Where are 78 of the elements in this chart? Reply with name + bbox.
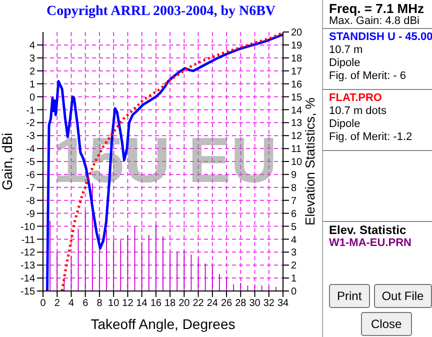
y2-tick-label: 6 xyxy=(291,208,297,220)
y-tick-label: -12 xyxy=(20,248,36,259)
y-tick-label: 0 xyxy=(29,92,36,104)
y-tick-label: -4 xyxy=(26,144,36,156)
y2-tick-label: 13 xyxy=(291,118,303,130)
y-tick-label: -2 xyxy=(26,118,36,130)
y2-tick-label: 14 xyxy=(291,105,303,116)
y2-tick-label: 2 xyxy=(291,260,297,272)
y2-tick-label: 10 xyxy=(291,157,303,168)
text: Fig. of Merit: -1.2 xyxy=(329,131,414,144)
y-tick-label: -10 xyxy=(20,222,36,233)
x-tick-label: 16 xyxy=(150,298,162,310)
x-tick-label: 30 xyxy=(249,298,261,310)
y2-tick-label: 9 xyxy=(291,170,297,181)
y2-tick-label: 12 xyxy=(291,131,303,142)
y2-tick-label: 20 xyxy=(291,28,303,39)
y2-tick-label: 15 xyxy=(291,92,303,104)
y-tick-label: -15 xyxy=(20,286,36,298)
chart-title: Copyright ARRL 2003-2004, by N6BV xyxy=(45,4,277,20)
x-tick-label: 18 xyxy=(164,298,176,310)
y2-tick-label: 19 xyxy=(291,40,303,52)
x-tick-label: 26 xyxy=(220,298,233,310)
y2-tick-label: 18 xyxy=(291,53,303,64)
x-tick-label: 22 xyxy=(192,298,204,310)
y-tick-label: -6 xyxy=(26,170,36,181)
y2-tick-label: 0 xyxy=(291,286,297,298)
y-tick-label: 1 xyxy=(29,79,36,90)
x-tick-label: 20 xyxy=(178,298,190,310)
text: Close xyxy=(361,312,412,336)
text: STANDISH U - 45.00 xyxy=(329,31,432,44)
text: 10.7 m dots xyxy=(329,105,388,118)
x-tick-label: 32 xyxy=(263,298,275,310)
x-tick-label: 24 xyxy=(206,298,218,310)
y-tick-label: -13 xyxy=(20,260,36,272)
text: Max. Gain: 4.8 dBi xyxy=(329,15,420,28)
text: W1-MA-EU.PRN xyxy=(329,237,412,250)
x-tick-label: 34 xyxy=(277,298,289,310)
y-tick-label: 4 xyxy=(29,40,36,52)
x-tick-label: 0 xyxy=(40,298,46,310)
text: Out File xyxy=(374,284,432,308)
y2-tick-label: 3 xyxy=(291,248,297,259)
y-tick-label: -7 xyxy=(26,182,36,194)
text: Dipole xyxy=(329,118,362,131)
y-tick-label: -14 xyxy=(20,274,36,285)
y2-tick-label: 11 xyxy=(291,144,302,156)
y2-tick-label: 7 xyxy=(291,196,297,207)
text: Elev. Statistic xyxy=(329,223,408,237)
x-tick-label: 6 xyxy=(82,298,89,310)
y2-axis-title: Elevation Statistics, % xyxy=(302,97,318,226)
x-tick-label: 10 xyxy=(108,298,120,310)
x-tick-label: 28 xyxy=(235,298,247,310)
x-axis-title: Takeoff Angle, Degrees xyxy=(90,316,236,332)
x-tick-label: 2 xyxy=(54,298,60,310)
text: Freq. = 7.1 MHz xyxy=(329,1,425,16)
text: 10.7 m xyxy=(329,44,364,57)
y2-tick-label: 4 xyxy=(291,234,297,246)
text: FLAT.PRO xyxy=(329,92,383,105)
y2-tick-label: 5 xyxy=(291,222,297,233)
y-tick-label: -9 xyxy=(26,208,36,220)
y-tick-label: -8 xyxy=(26,196,36,207)
x-tick-label: 4 xyxy=(68,298,74,310)
y-tick-label: -3 xyxy=(26,131,36,142)
y-tick-label: -11 xyxy=(21,234,36,246)
y2-tick-label: 8 xyxy=(291,182,297,194)
x-tick-label: 12 xyxy=(122,298,134,310)
y-tick-label: -5 xyxy=(26,157,36,168)
y-tick-label: 3 xyxy=(29,53,36,64)
y2-tick-label: 17 xyxy=(291,66,303,78)
x-tick-label: 8 xyxy=(96,298,103,310)
y2-tick-label: 1 xyxy=(291,274,297,285)
y2-tick-label: 16 xyxy=(291,79,303,90)
text: Dipole xyxy=(329,57,362,70)
text: Fig. of Merit: - 6 xyxy=(329,70,408,83)
y-tick-label: -1 xyxy=(26,105,36,116)
y-tick-label: 2 xyxy=(29,66,36,78)
text: Print xyxy=(329,284,370,308)
x-tick-label: 14 xyxy=(136,298,148,310)
y-axis-title: Gain, dBi xyxy=(0,132,15,190)
